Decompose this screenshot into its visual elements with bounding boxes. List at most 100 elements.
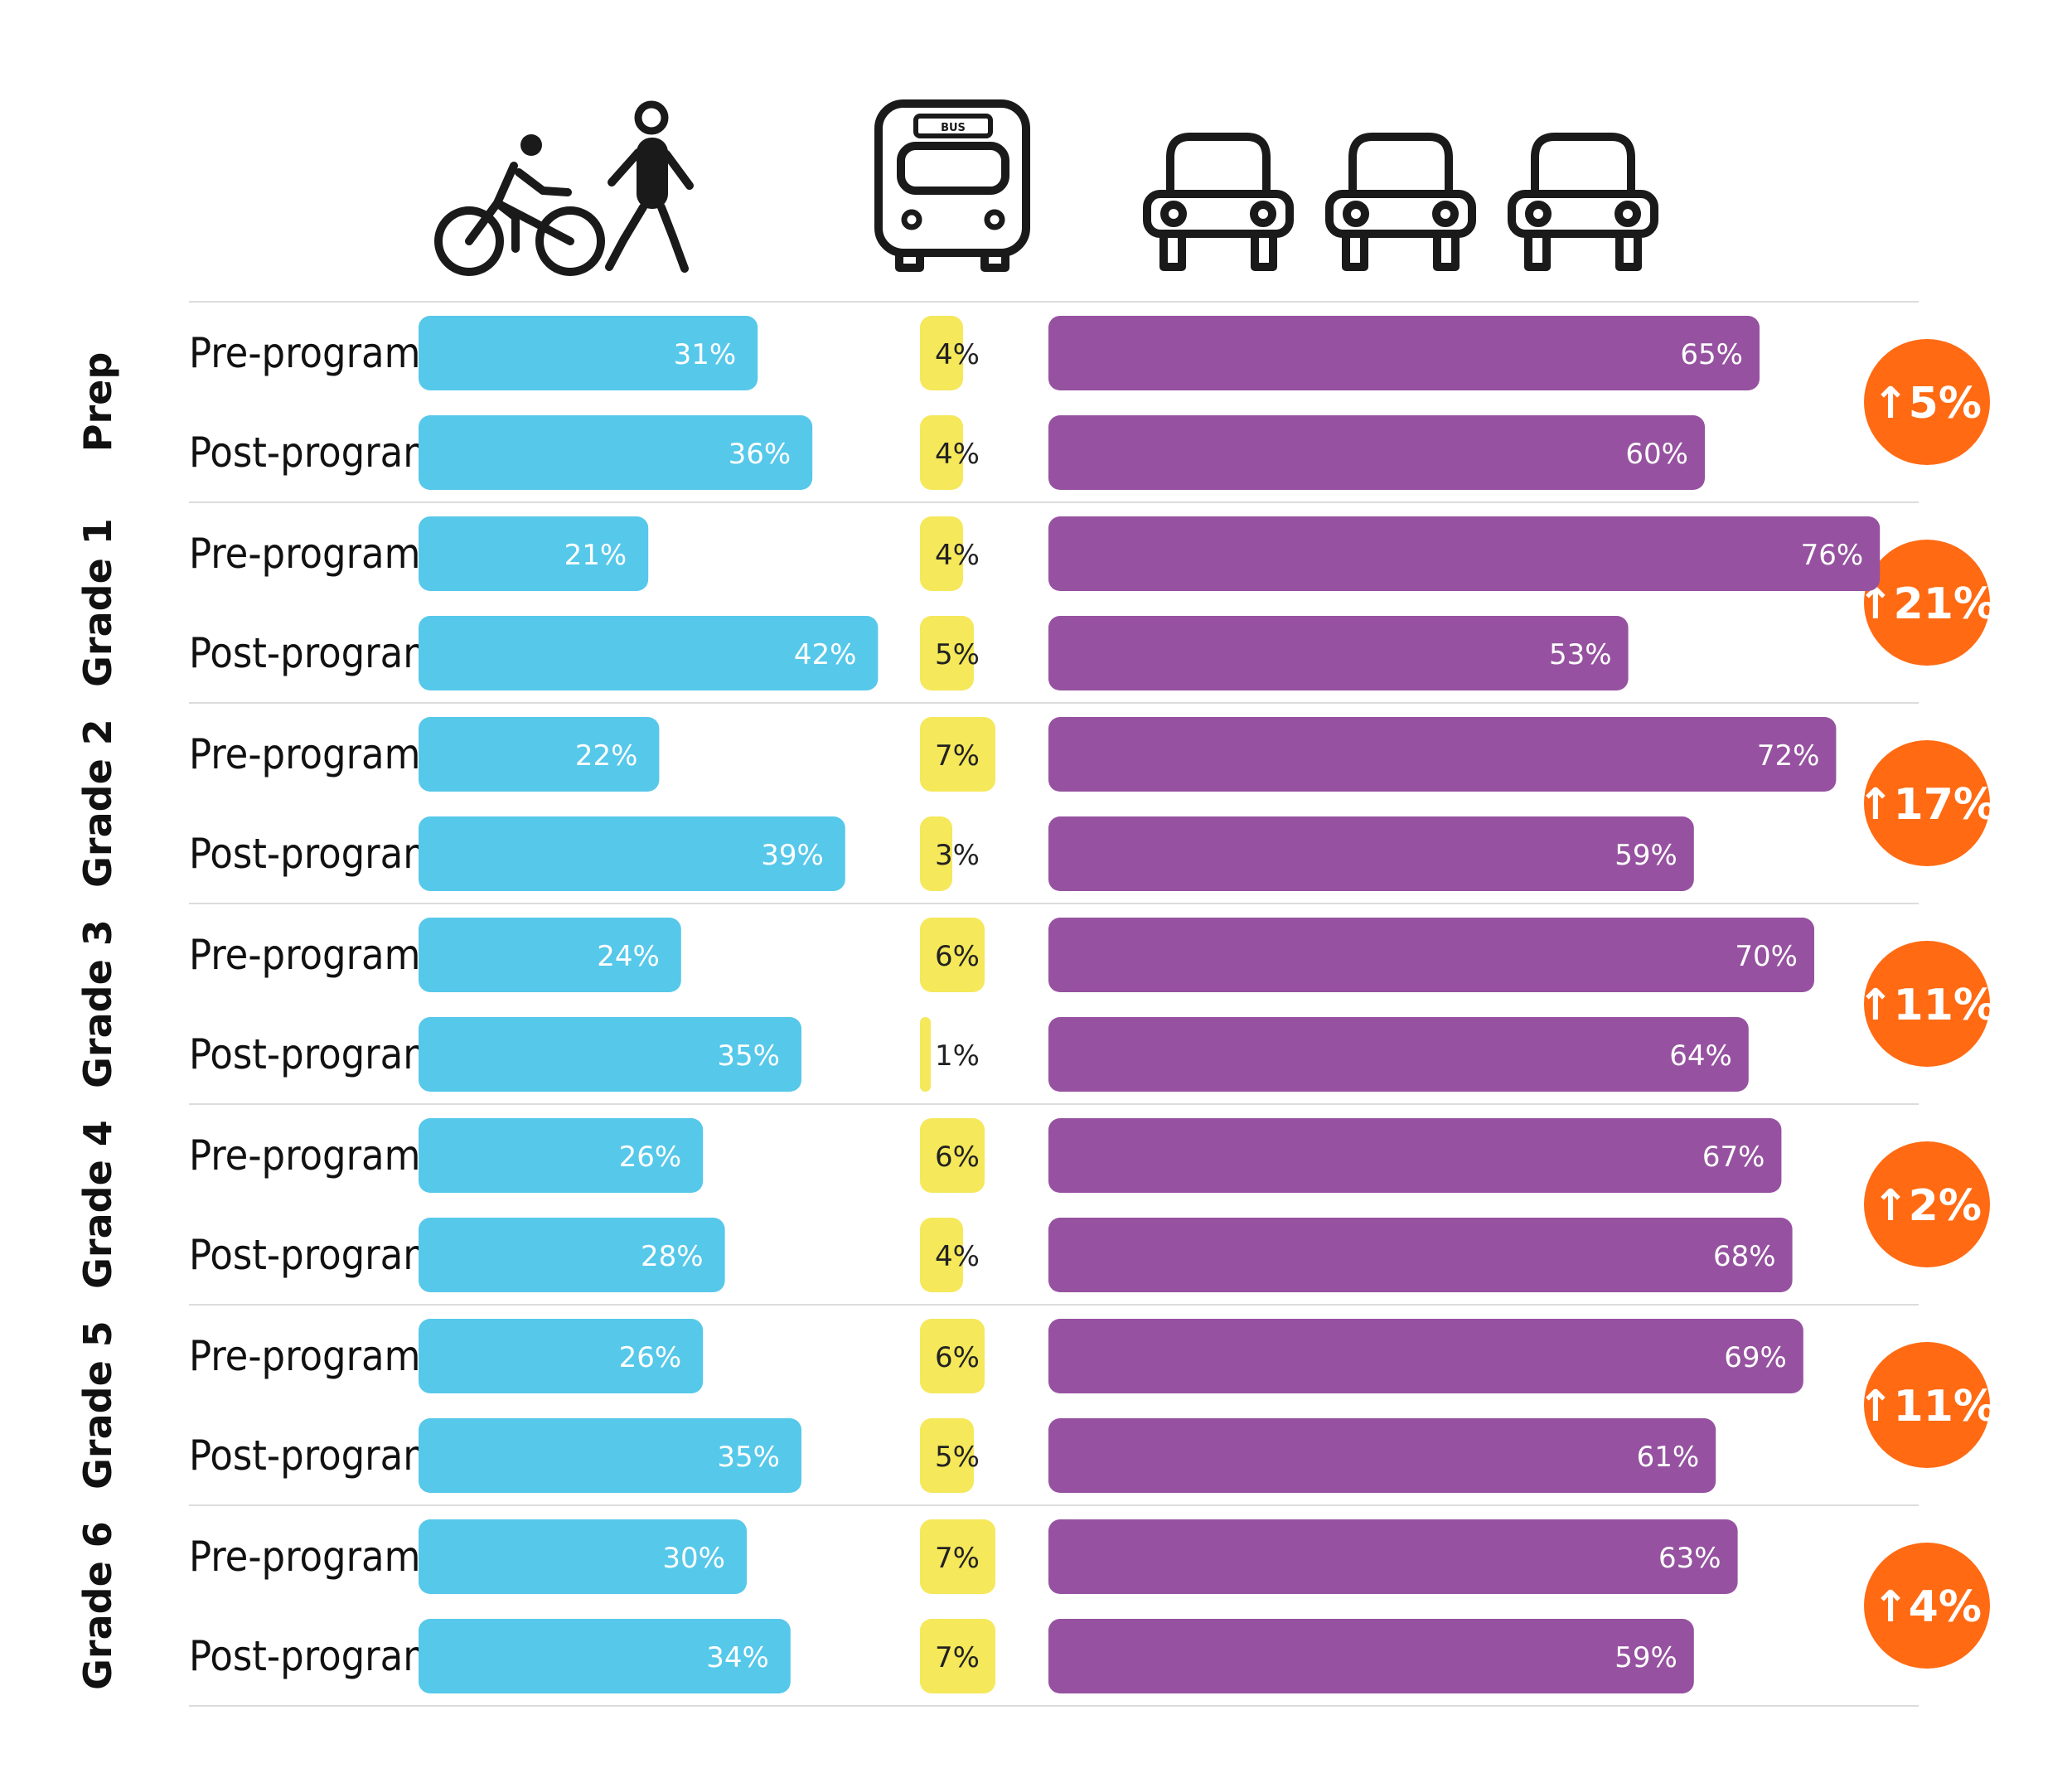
change-badge-text: ↑5% (1872, 379, 1982, 429)
car-bar-value: 76% (1801, 539, 1864, 572)
car-bar (1048, 415, 1705, 490)
bar-row: Post-program 35% 1% 64% (189, 1017, 1749, 1092)
grade-group: Grade 4 ↑2% Pre-program 26% 6% 67% Post-progra… (75, 1118, 1990, 1292)
active-bar-value: 22% (575, 739, 638, 773)
bus-sign-text: BUS (941, 122, 966, 134)
row-label: Post-program (189, 1231, 439, 1279)
change-badge-circle (1864, 339, 1990, 465)
bus-bar (920, 516, 963, 591)
change-badge: ↑2% (1864, 1141, 1990, 1267)
car-bar (1048, 516, 1881, 591)
bus-bar-value: 4% (935, 539, 980, 572)
bar-row: Post-program 28% 4% 68% (189, 1218, 1793, 1292)
grade-label: Grade 4 (75, 1120, 120, 1289)
change-badge-circle (1864, 540, 1990, 666)
row-label: Pre-program (189, 329, 420, 377)
active-bar-value: 30% (662, 1542, 725, 1575)
car-bar (1048, 1418, 1716, 1493)
row-label: Post-program (189, 629, 439, 677)
car-bar-value: 67% (1702, 1141, 1765, 1174)
active-bar-value: 36% (729, 438, 792, 471)
change-badge: ↑17% (1857, 740, 1997, 866)
row-label: Pre-program (189, 1332, 420, 1380)
row-label: Post-program (189, 830, 439, 878)
bar-row: Pre-program 26% 6% 67% (189, 1118, 1782, 1193)
car-bar (1048, 1519, 1738, 1594)
bus-bar-value: 5% (935, 1441, 980, 1474)
bus-bar-value: 4% (935, 1240, 980, 1273)
bus-bar-value: 7% (935, 1641, 980, 1674)
grade-label: Grade 1 (75, 518, 120, 687)
change-badge: ↑11% (1857, 1342, 1997, 1468)
grade-group: Grade 5 ↑11% Pre-program 26% 6% 69% Post-progr… (75, 1319, 1997, 1493)
active-bar (419, 1418, 801, 1493)
car-bar (1048, 1319, 1803, 1393)
car-bar (1048, 1218, 1793, 1292)
car-bar (1048, 316, 1760, 390)
active-bar-value: 31% (674, 338, 737, 371)
change-badge-text: ↑11% (1857, 1382, 1997, 1432)
bar-row: Post-program 42% 5% 53% (189, 616, 1629, 690)
change-badge: ↑5% (1864, 339, 1990, 465)
change-badge-circle (1864, 1342, 1990, 1468)
bicycle-icon (434, 134, 605, 276)
change-badge: ↑21% (1857, 540, 1997, 666)
row-label: Pre-program (189, 931, 420, 979)
active-bar-value: 21% (564, 539, 627, 572)
bus-icon: BUS (874, 99, 1030, 272)
grade-label: Grade 5 (75, 1320, 120, 1490)
grade-group: Grade 3 ↑11% Pre-program 24% 6% 70% Post-progr… (75, 918, 1997, 1092)
car-icon (1508, 133, 1658, 271)
bus-bar-value: 4% (935, 338, 980, 371)
bus-bar (920, 1619, 995, 1693)
car-bar-value: 70% (1735, 940, 1798, 973)
car-bar-value: 63% (1658, 1542, 1721, 1575)
car-bar (1048, 1118, 1782, 1193)
row-label: Pre-program (189, 730, 420, 778)
bus-bar (920, 616, 974, 690)
car-bar (1048, 717, 1837, 792)
row-label: Post-program (189, 429, 439, 477)
bus-bar (920, 1319, 985, 1393)
bar-row: Pre-program 31% 4% 65% (189, 316, 1760, 390)
active-bar (419, 1519, 747, 1594)
active-bar (419, 1319, 704, 1393)
active-bar-value: 34% (706, 1641, 769, 1674)
active-bar (419, 1218, 725, 1292)
bus-bar (920, 415, 963, 490)
bus-bar-value: 4% (935, 438, 980, 471)
row-label: Post-program (189, 1632, 439, 1680)
car-bar-value: 59% (1615, 1641, 1677, 1674)
car-bar-value: 53% (1549, 638, 1612, 671)
bar-row: Post-program 35% 5% 61% (189, 1418, 1716, 1493)
grade-group: Grade 1 ↑21% Pre-program 21% 4% 76% Post-progr… (75, 516, 1997, 690)
car-bar-value: 68% (1713, 1240, 1776, 1273)
change-badge-circle (1864, 1141, 1990, 1267)
change-badge-circle (1864, 941, 1990, 1067)
active-bar-value: 39% (761, 839, 824, 872)
grade-group: Prep ↑5% Pre-program 31% 4% 65% Post-program 36… (75, 316, 1990, 490)
bus-bar-value: 1% (935, 1039, 980, 1073)
change-badge-text: ↑4% (1872, 1582, 1982, 1632)
bar-row: Post-program 39% 3% 59% (189, 816, 1694, 891)
bar-row: Post-program 36% 4% 60% (189, 415, 1705, 490)
car-bar-value: 61% (1637, 1441, 1700, 1474)
row-label: Post-program (189, 1030, 439, 1078)
chart-rows: Prep ↑5% Pre-program 31% 4% 65% Post-program 36… (75, 316, 1997, 1693)
active-bar-value: 26% (619, 1141, 682, 1174)
active-bar-value: 28% (641, 1240, 704, 1273)
car-bar (1048, 816, 1694, 891)
bus-bar-value: 5% (935, 638, 980, 671)
bus-bar-value: 7% (935, 739, 980, 773)
active-bar-value: 42% (794, 638, 857, 671)
change-badge-text: ↑11% (1857, 981, 1997, 1030)
bar-row: Pre-program 22% 7% 72% (189, 717, 1837, 792)
grade-label: Prep (75, 352, 120, 453)
bar-row: Pre-program 30% 7% 63% (189, 1519, 1738, 1594)
active-bar (419, 1619, 791, 1693)
bus-bar (920, 1118, 985, 1193)
active-bar-value: 35% (717, 1039, 780, 1073)
change-badge-text: ↑17% (1857, 780, 1997, 830)
active-bar (419, 415, 813, 490)
